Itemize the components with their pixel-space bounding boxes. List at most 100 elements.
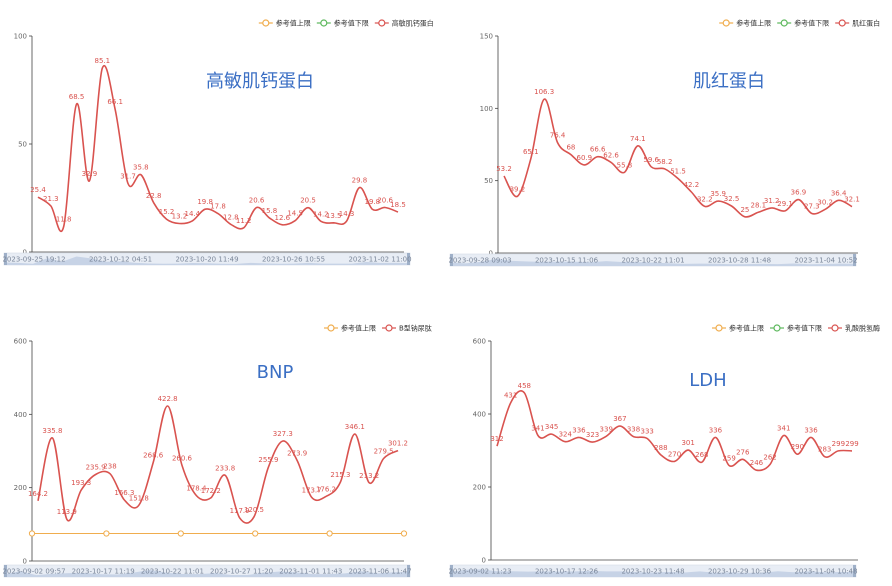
- legend-item[interactable]: 乳酸脱氢酶: [828, 324, 880, 333]
- chart-panel-troponin: 参考值上限 参考值下限 高敏肌钙蛋白 高敏肌钙蛋白 0 50 100 25.4 21.3 11.8…: [0, 0, 446, 293]
- data-label: 255.9: [258, 456, 278, 464]
- slider-handle-right[interactable]: [407, 253, 410, 265]
- slider-date-label: 2023-10-22 11:01: [621, 257, 684, 265]
- data-label: 113.9: [57, 508, 77, 516]
- data-label: 25: [740, 206, 749, 214]
- legend-marker-icon: [327, 324, 335, 332]
- zoom-slider[interactable]: 2023-09-25 19:12 2023-10-12 04:51 2023-10-…: [2, 252, 412, 266]
- data-label: 32.1: [844, 196, 860, 204]
- data-label: 288: [654, 444, 667, 452]
- slider-date-label: 2023-09-25 19:12: [2, 256, 65, 264]
- data-label: 164.2: [28, 490, 48, 498]
- legend-marker-icon: [831, 324, 839, 332]
- data-label: 15.8: [262, 207, 278, 215]
- data-label: 279.5: [374, 448, 394, 456]
- data-label: 53.2: [496, 165, 512, 173]
- legend-item[interactable]: 参考值上限: [712, 324, 764, 333]
- data-label: 31.7: [120, 173, 136, 181]
- upper-ref-point: [400, 530, 408, 537]
- data-label: 346.1: [345, 423, 365, 431]
- y-tick-label: 0: [23, 558, 27, 566]
- slider-handle-left[interactable]: [450, 254, 453, 266]
- data-label: 117.9: [230, 507, 250, 515]
- slider-handle-left[interactable]: [4, 253, 7, 265]
- zoom-slider[interactable]: 2023-09-02 11:23 2023-10-17 12:26 2023-10-…: [448, 564, 858, 578]
- legend-marker-icon: [773, 324, 781, 332]
- data-label: 323: [586, 431, 599, 439]
- data-label: 339: [600, 425, 613, 433]
- data-label: 120.5: [244, 506, 264, 514]
- legend-item[interactable]: 参考值上限: [258, 19, 311, 28]
- zoom-slider[interactable]: 2023-09-28 09:03 2023-10-15 11:06 2023-10-…: [448, 253, 858, 267]
- data-label: 22.8: [146, 192, 162, 200]
- y-tick-label: 100: [14, 33, 27, 41]
- data-label: 15.2: [159, 208, 175, 216]
- legend-item[interactable]: B型钠尿肽: [382, 324, 432, 333]
- data-label: 14.4: [184, 210, 200, 218]
- legend-label: 肌红蛋白: [852, 19, 880, 28]
- data-label: 12.6: [274, 214, 290, 222]
- legend-item[interactable]: 参考值上限: [719, 19, 771, 28]
- data-label: 27.3: [804, 203, 820, 211]
- data-label: 51.5: [670, 167, 686, 175]
- data-label: 32.5: [724, 195, 740, 203]
- data-label: 268: [695, 451, 708, 459]
- y-tick-label: 50: [484, 177, 493, 185]
- data-label: 338: [627, 426, 640, 434]
- slider-date-label: 2023-10-17 11:19: [72, 568, 135, 576]
- data-label: 215.3: [330, 471, 350, 479]
- data-label: 20.6: [249, 197, 265, 205]
- slider-date-label: 2023-11-02 11:00: [348, 256, 411, 264]
- upper-ref-point: [28, 530, 36, 537]
- data-label: 14.3: [339, 210, 355, 218]
- data-label: 17.8: [210, 203, 226, 211]
- slider-date-label: 2023-11-06 11:47: [348, 568, 411, 576]
- chart-title: 肌红蛋白: [693, 71, 765, 92]
- data-label: 85.1: [94, 57, 110, 65]
- slider-date-label: 2023-11-04 10:48: [794, 568, 857, 576]
- chart-svg-bnp: 参考值上限 B型钠尿肽 BNP 0 200 400 600 164.2 335.8 113.9 19…: [2, 324, 432, 578]
- data-label: 259: [722, 454, 735, 462]
- data-label: 13.5: [326, 212, 342, 220]
- legend-item[interactable]: 参考值下限: [316, 19, 369, 28]
- data-label: 422.8: [158, 395, 178, 403]
- slider-handle-right[interactable]: [853, 565, 856, 577]
- slider-handle-left[interactable]: [4, 565, 7, 577]
- data-label: 32.2: [697, 195, 713, 203]
- y-tick-label: 150: [480, 33, 493, 41]
- data-label: 32.9: [82, 170, 98, 178]
- legend-marker-icon: [385, 324, 393, 332]
- legend-item[interactable]: 肌红蛋白: [835, 19, 880, 28]
- data-label: 39.2: [510, 185, 526, 193]
- slider-date-label: 2023-10-28 11:48: [708, 257, 771, 265]
- data-label: 29.1: [777, 200, 793, 208]
- data-label: 301.2: [388, 440, 408, 448]
- chart-title: LDH: [689, 370, 726, 391]
- legend-label: 高敏肌钙蛋白: [392, 19, 434, 28]
- slider-date-label: 2023-10-22 11:01: [141, 568, 204, 576]
- legend-label: 参考值上限: [736, 19, 771, 28]
- data-label: 172.2: [201, 487, 221, 495]
- data-label: 345: [545, 423, 558, 431]
- y-tick-label: 100: [480, 105, 493, 113]
- data-label: 30.2: [817, 198, 833, 206]
- zoom-slider[interactable]: 2023-09-02 09:57 2023-10-17 11:19 2023-10-…: [2, 564, 412, 578]
- y-tick-label: 400: [473, 411, 486, 419]
- slider-handle-left[interactable]: [450, 565, 453, 577]
- slider-date-label: 2023-10-15 11:06: [535, 257, 599, 265]
- data-label: 270: [668, 450, 681, 458]
- slider-handle-right[interactable]: [853, 254, 856, 266]
- data-label: 235.9: [86, 464, 106, 472]
- legend-item[interactable]: 参考值上限: [324, 324, 376, 333]
- slider-handle-right[interactable]: [407, 565, 410, 577]
- legend-item[interactable]: 参考值下限: [777, 19, 829, 28]
- legend-item[interactable]: 参考值下限: [770, 324, 822, 333]
- legend-marker-icon: [378, 19, 386, 27]
- data-label: 28.1: [751, 201, 767, 209]
- legend-item[interactable]: 高敏肌钙蛋白: [374, 19, 434, 28]
- legend-marker-icon: [838, 19, 846, 27]
- data-label: 59.6: [643, 156, 659, 164]
- data-label: 11.8: [56, 216, 72, 224]
- data-label: 29.8: [352, 177, 368, 185]
